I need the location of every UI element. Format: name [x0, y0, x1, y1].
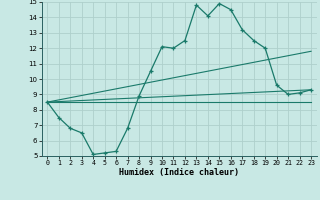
X-axis label: Humidex (Indice chaleur): Humidex (Indice chaleur) — [119, 168, 239, 177]
